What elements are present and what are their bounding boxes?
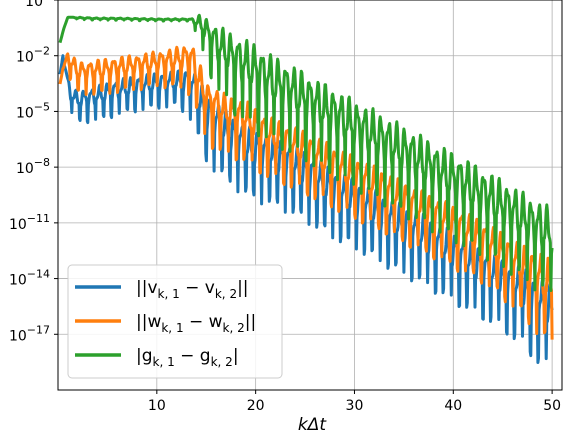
x-tick-label: 20	[247, 398, 265, 414]
x-axis-title: kΔt	[298, 415, 327, 435]
y-tick-label: 101	[25, 0, 50, 10]
series-layer	[58, 13, 554, 364]
legend: ||vk, 1 − vk, 2|| ||wk, 1 − wk, 2|| |gk, 1…	[67, 264, 283, 379]
x-tick-label: 30	[346, 398, 364, 414]
x-tick-label: 10	[148, 398, 166, 414]
legend-label: |gk, 1 − gk, 2|	[136, 346, 239, 369]
legend-label: ||vk, 1 − vk, 2||	[136, 278, 249, 301]
x-tick-label: 40	[444, 398, 462, 414]
y-tick-label: 10−11	[9, 212, 50, 233]
plot-frame	[57, 0, 563, 391]
y-tick-label: 10−5	[16, 100, 50, 121]
y-tick-label: 10−14	[9, 268, 50, 289]
x-tick-label: 50	[543, 398, 561, 414]
legend-label: ||wk, 1 − wk, 2||	[136, 312, 256, 335]
y-tick-label: 10−8	[16, 156, 50, 177]
legend-box	[67, 264, 283, 379]
y-tick-label: 10−17	[9, 323, 50, 344]
y-tick-label: 10−2	[16, 45, 50, 66]
series-line	[58, 13, 554, 292]
y-axis: 10−17 10−14 10−11 10−8 10−5 10−2 101	[9, 0, 58, 344]
x-axis: 10 20 30 40 50	[148, 390, 561, 414]
